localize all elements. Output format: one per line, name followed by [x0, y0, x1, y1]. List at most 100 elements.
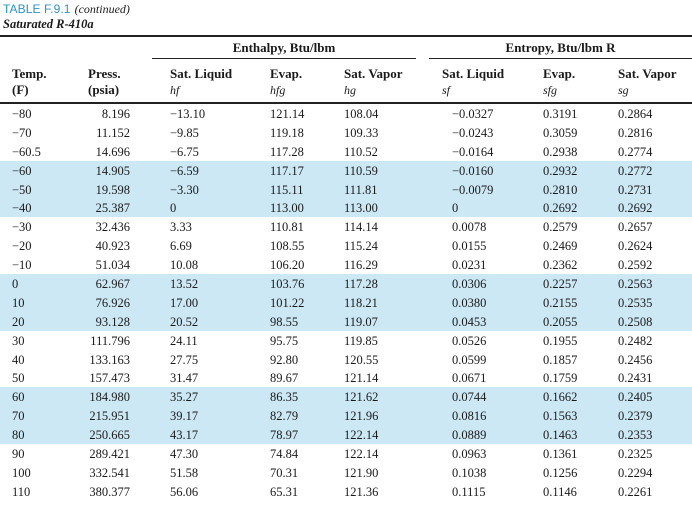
cell-pressure: 157.473: [89, 371, 130, 386]
cell-hfg: 117.28: [270, 144, 304, 159]
col-label: Evap.: [543, 66, 576, 81]
cell-sg: 0.2772: [618, 163, 653, 178]
cell-hf: −9.85: [170, 125, 199, 140]
cell-hg: 119.07: [344, 314, 378, 329]
cell-temp: 30: [12, 333, 25, 348]
cell-pressure: 289.421: [89, 447, 130, 462]
cell-hg: 108.04: [344, 107, 379, 121]
cell-temp: −60.5: [12, 144, 41, 159]
cell-pressure: 111.796: [90, 333, 130, 348]
cell-sfg: 0.2932: [543, 163, 578, 178]
cell-sf: −0.0160: [452, 163, 494, 178]
cell-hfg: 110.81: [270, 220, 304, 235]
cell-temp: −50: [12, 182, 32, 197]
cell-sfg: 0.2692: [543, 201, 578, 216]
cell-hg: 114.14: [344, 220, 378, 235]
cell-sfg: 0.3191: [543, 107, 578, 121]
cell-sg: 0.2774: [618, 144, 653, 159]
cell-sg: 0.2261: [618, 484, 653, 499]
cell-hg: 119.85: [344, 333, 378, 348]
cell-hfg: 115.11: [270, 182, 304, 197]
cell-hf: 20.52: [170, 314, 199, 329]
cell-sg: 0.2624: [618, 239, 653, 254]
cell-sfg: 0.2810: [543, 182, 578, 197]
cell-sf: 0.0889: [452, 428, 487, 443]
cell-pressure: 11.152: [96, 125, 130, 140]
cell-pressure: 8.196: [101, 107, 130, 121]
col-unit: (F): [12, 82, 29, 97]
cell-sfg: 0.2469: [543, 239, 578, 254]
col-label: Evap.: [270, 66, 303, 81]
col-header-sg: Sat. Vapor sg: [618, 66, 677, 98]
cell-temp: −40: [12, 201, 32, 216]
cell-sfg: 0.1857: [543, 352, 578, 367]
col-symbol: sfg: [543, 83, 558, 97]
cell-hf: −6.59: [170, 163, 199, 178]
cell-hfg: 82.79: [270, 409, 299, 424]
cell-sf: 0.0526: [452, 333, 487, 348]
cell-sf: 0.0963: [452, 447, 487, 462]
cell-hg: 115.24: [344, 239, 378, 254]
cell-temp: −60: [12, 163, 32, 178]
cell-pressure: 62.967: [95, 277, 130, 292]
cell-hg: 121.36: [344, 484, 379, 499]
cell-hg: 113.00: [344, 201, 378, 216]
cell-hg: 118.21: [344, 295, 378, 310]
cell-temp: 90: [12, 447, 25, 462]
cell-sg: 0.2592: [618, 258, 653, 273]
cell-pressure: 51.034: [95, 258, 130, 273]
cell-sg: 0.2405: [618, 390, 653, 405]
caption-line: TABLE F.9.1 (continued): [3, 2, 130, 16]
cell-pressure: 133.163: [89, 352, 130, 367]
cell-hfg: 78.97: [270, 428, 299, 443]
entropy-group-header: Entropy, Btu/lbm R: [505, 40, 616, 55]
table-row: 60 184.980 35.27 86.35 121.62 0.0744 0.1662 0.2…: [0, 387, 692, 407]
cell-sfg: 0.1759: [543, 371, 578, 386]
cell-hfg: 70.31: [270, 465, 299, 480]
cell-hg: 111.81: [344, 182, 378, 197]
cell-sf: 0.1115: [452, 484, 486, 499]
cell-hg: 110.59: [344, 163, 378, 178]
cell-hfg: 108.55: [270, 239, 305, 254]
cell-sfg: 0.3059: [543, 125, 578, 140]
cell-sg: 0.2731: [618, 182, 653, 197]
cell-hf: 13.52: [170, 277, 199, 292]
cell-sfg: 0.2155: [543, 295, 578, 310]
cell-hg: 122.14: [344, 428, 379, 443]
cell-hf: −13.10: [170, 107, 206, 121]
cell-hf: 0: [170, 201, 177, 216]
cell-hfg: 89.67: [270, 371, 299, 386]
table-row: 80 250.665 43.17 78.97 122.14 0.0889 0.1463 0.2…: [0, 425, 692, 445]
table-row: 110 380.377 56.06 65.31 121.36 0.1115 0.1146 0.…: [0, 482, 692, 501]
header-rule: [0, 102, 692, 104]
continued-note: (continued): [74, 2, 130, 16]
cell-temp: 50: [12, 371, 25, 386]
table-caption: TABLE F.9.1 (continued) Saturated R-410a: [3, 2, 130, 31]
cell-hfg: 101.22: [270, 295, 305, 310]
table-row: 30 111.796 24.11 95.75 119.85 0.0526 0.1955 0.2…: [0, 331, 692, 350]
cell-sg: 0.2535: [618, 295, 653, 310]
enthalpy-group-header: Enthalpy, Btu/lbm: [232, 40, 336, 55]
cell-hf: 35.27: [170, 390, 199, 405]
col-header-temp: Temp. (F): [12, 66, 47, 98]
cell-sfg: 0.1146: [543, 484, 577, 499]
cell-pressure: 215.951: [89, 409, 130, 424]
cell-hf: 17.00: [170, 295, 199, 310]
cell-temp: 70: [12, 409, 25, 424]
cell-sf: 0.0231: [452, 258, 487, 273]
cell-sf: 0.0816: [452, 409, 487, 424]
cell-pressure: 250.665: [89, 428, 130, 443]
cell-sf: −0.0327: [452, 107, 494, 121]
col-unit: (psia): [88, 82, 120, 97]
cell-hg: 121.90: [344, 465, 379, 480]
cell-sf: 0.0380: [452, 295, 487, 310]
cell-sf: 0.0155: [452, 239, 487, 254]
col-label: Temp.: [12, 66, 47, 81]
table-row: −50 19.598 −3.30 115.11 111.81 −0.0079 0.2810 0…: [0, 179, 692, 199]
table-row: −40 25.387 0 113.00 113.00 0 0.2692 0.2692: [0, 198, 692, 218]
cell-sf: 0.0599: [452, 352, 487, 367]
cell-hf: 56.06: [170, 484, 199, 499]
col-header-hfg: Evap. hfg: [270, 66, 302, 98]
cell-temp: 60: [12, 390, 25, 405]
cell-hfg: 95.75: [270, 333, 299, 348]
